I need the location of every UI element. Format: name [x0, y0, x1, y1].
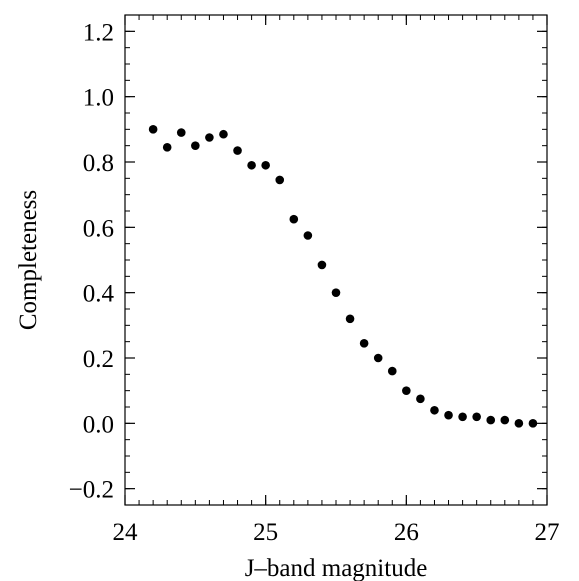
- data-point: [500, 415, 510, 425]
- data-point: [303, 231, 313, 240]
- x-axis-title: J–band magnitude: [245, 555, 428, 581]
- data-point: [176, 128, 186, 137]
- data-point: [261, 160, 270, 170]
- data-point: [317, 260, 327, 270]
- data-point: [514, 419, 524, 428]
- y-tick-label: −0.2: [69, 477, 114, 504]
- data-point: [444, 410, 453, 420]
- x-tick-label: 24: [113, 519, 139, 546]
- data-point: [162, 143, 172, 152]
- data-point: [205, 133, 214, 142]
- y-tick-label: 0.4: [83, 281, 115, 308]
- data-point: [402, 386, 411, 395]
- data-point: [373, 353, 383, 363]
- data-point: [275, 175, 285, 185]
- data-point: [472, 412, 481, 422]
- y-tick-labels: −0.2 0.0 0.2 0.4 0.6 0.8 1.0 1.2: [69, 19, 115, 503]
- y-tick-label: 1.2: [83, 19, 114, 46]
- plot-border: [124, 14, 548, 506]
- data-points: [148, 125, 538, 428]
- data-point: [219, 129, 228, 139]
- data-point: [345, 314, 355, 324]
- data-point: [247, 160, 256, 170]
- x-tick-label: 26: [394, 519, 419, 546]
- data-point: [430, 405, 439, 415]
- data-point: [331, 288, 341, 297]
- data-point: [458, 412, 467, 422]
- data-point: [359, 339, 369, 348]
- data-point: [528, 419, 538, 428]
- data-point: [289, 214, 299, 224]
- y-tick-label: 0.0: [83, 411, 114, 438]
- data-point: [148, 125, 158, 134]
- plot-frame: [124, 14, 548, 506]
- y-tick-label: 0.8: [83, 150, 114, 177]
- y-tick-label: 0.2: [83, 346, 114, 373]
- data-point: [416, 394, 425, 404]
- data-point: [486, 415, 496, 425]
- y-tick-label: 1.0: [83, 85, 114, 112]
- data-point: [233, 146, 242, 155]
- data-point: [387, 366, 397, 376]
- data-point: [191, 141, 200, 150]
- x-tick-labels: 24 25 26 27: [113, 519, 560, 546]
- x-tick-label: 25: [253, 519, 278, 546]
- x-tick-label: 27: [535, 519, 560, 546]
- y-axis-title: Completeness: [15, 190, 42, 330]
- y-tick-label: 0.6: [83, 215, 114, 242]
- minor-ticks: [124, 14, 548, 506]
- major-ticks: [124, 15, 548, 505]
